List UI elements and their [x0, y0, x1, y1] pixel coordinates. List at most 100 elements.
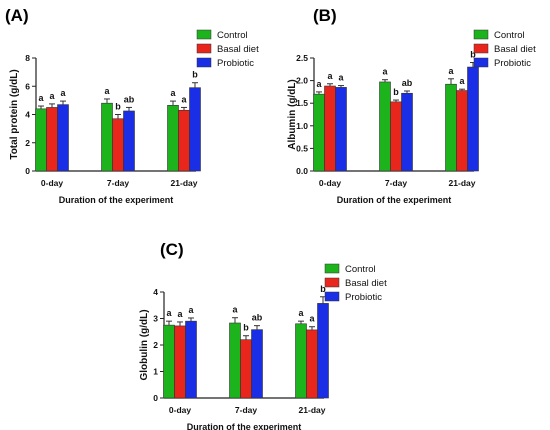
- significance-letter: a: [327, 71, 333, 81]
- x-tick-label: 21-day: [171, 178, 198, 188]
- significance-letter: a: [60, 88, 66, 98]
- legend-swatch: [473, 29, 489, 40]
- y-tick-label: 2: [153, 340, 158, 350]
- significance-letter: a: [166, 308, 172, 318]
- legend-label: Basal diet: [494, 44, 536, 55]
- bar-probiotic: [401, 92, 413, 172]
- x-tick-label: 0-day: [169, 405, 191, 415]
- y-tick-label: 0.0: [296, 166, 308, 176]
- bar-basal-diet: [390, 101, 402, 172]
- significance-letter: a: [316, 79, 322, 89]
- significance-letter: a: [382, 67, 388, 77]
- legend-swatch: [473, 43, 489, 54]
- bar-probiotic: [467, 66, 479, 172]
- y-tick-label: 2.5: [296, 53, 308, 63]
- legend-swatch: [196, 57, 212, 68]
- y-axis-label: Albumin (g/dL): [287, 79, 298, 150]
- significance-letter: a: [459, 76, 465, 86]
- bar-basal-diet: [324, 85, 336, 172]
- significance-letter: a: [338, 73, 344, 83]
- legend-swatch: [196, 29, 212, 40]
- x-tick-label: 21-day: [449, 178, 476, 188]
- significance-letter: a: [448, 66, 454, 76]
- bar-probiotic: [317, 303, 329, 399]
- significance-letter: a: [232, 305, 238, 315]
- bar-basal-diet: [456, 90, 468, 172]
- bar-control: [313, 93, 325, 172]
- legend-label: Probiotic: [217, 58, 254, 69]
- x-tick-label: 7-day: [107, 178, 129, 188]
- panel-label: (B): [313, 6, 337, 25]
- x-tick-label: 0-day: [41, 178, 63, 188]
- legend-label: Control: [494, 30, 525, 41]
- significance-letter: a: [38, 93, 44, 103]
- y-tick-label: 8: [25, 53, 30, 63]
- panel-2: (B) 0.0 0.5 1.0 1.5 2.0 2.5 Albumin (g/dL) 0-day…: [287, 6, 536, 205]
- significance-letter: b: [470, 50, 476, 60]
- bar-probiotic: [185, 320, 197, 399]
- x-axis-label: Duration of the experiment: [187, 422, 302, 430]
- panel-label: (C): [160, 240, 184, 259]
- y-tick-label: 2.0: [296, 76, 308, 86]
- y-tick-label: 2: [25, 138, 30, 148]
- legend-label: Basal diet: [217, 44, 259, 55]
- y-tick-label: 1: [153, 367, 158, 377]
- y-tick-label: 0.5: [296, 143, 308, 153]
- significance-letter: a: [49, 91, 55, 101]
- legend-swatch: [324, 263, 340, 274]
- bar-basal-diet: [174, 325, 186, 399]
- y-axis-label: Globulin (g/dL): [139, 309, 150, 380]
- significance-letter: a: [298, 308, 304, 318]
- significance-letter: b: [243, 323, 249, 333]
- bar-basal-diet: [306, 329, 318, 399]
- bar-probiotic: [335, 87, 347, 172]
- bar-probiotic: [251, 329, 263, 399]
- y-tick-label: 6: [25, 81, 30, 91]
- legend-label: Probiotic: [345, 292, 382, 303]
- legend-label: Control: [217, 30, 248, 41]
- bar-control: [163, 324, 175, 399]
- bar-basal-diet: [240, 339, 252, 399]
- significance-letter: b: [115, 102, 121, 112]
- significance-letter: a: [177, 309, 183, 319]
- significance-letter: ab: [124, 94, 135, 104]
- legend-label: Basal diet: [345, 278, 387, 289]
- bar-probiotic: [189, 87, 201, 172]
- x-tick-label: 7-day: [235, 405, 257, 415]
- y-tick-label: 1.0: [296, 121, 308, 131]
- x-tick-label: 7-day: [385, 178, 407, 188]
- x-axis-label: Duration of the experiment: [59, 195, 174, 205]
- y-tick-label: 1.5: [296, 98, 308, 108]
- bar-control: [229, 322, 241, 399]
- bar-control: [445, 83, 457, 172]
- legend-swatch: [324, 277, 340, 288]
- x-tick-label: 0-day: [319, 178, 341, 188]
- bar-basal-diet: [112, 118, 124, 172]
- legend-label: Control: [345, 264, 376, 275]
- y-tick-label: 4: [153, 287, 158, 297]
- significance-letter: a: [170, 88, 176, 98]
- legend-swatch: [324, 291, 340, 302]
- y-tick-label: 4: [25, 110, 30, 120]
- y-tick-label: 3: [153, 314, 158, 324]
- y-axis-label: Total protein (g/dL): [9, 69, 20, 159]
- significance-letter: a: [181, 94, 187, 104]
- bar-probiotic: [57, 104, 69, 172]
- significance-letter: b: [393, 87, 399, 97]
- significance-letter: b: [192, 70, 198, 80]
- panel-label: (A): [5, 6, 29, 25]
- x-tick-label: 21-day: [299, 405, 326, 415]
- significance-letter: a: [188, 305, 194, 315]
- significance-letter: ab: [402, 78, 413, 88]
- bar-probiotic: [123, 110, 135, 172]
- bar-control: [167, 105, 179, 172]
- bar-control: [101, 102, 113, 172]
- bar-basal-diet: [46, 107, 58, 172]
- bar-control: [379, 81, 391, 172]
- significance-letter: a: [104, 86, 110, 96]
- bar-control: [295, 323, 307, 399]
- legend-swatch: [473, 57, 489, 68]
